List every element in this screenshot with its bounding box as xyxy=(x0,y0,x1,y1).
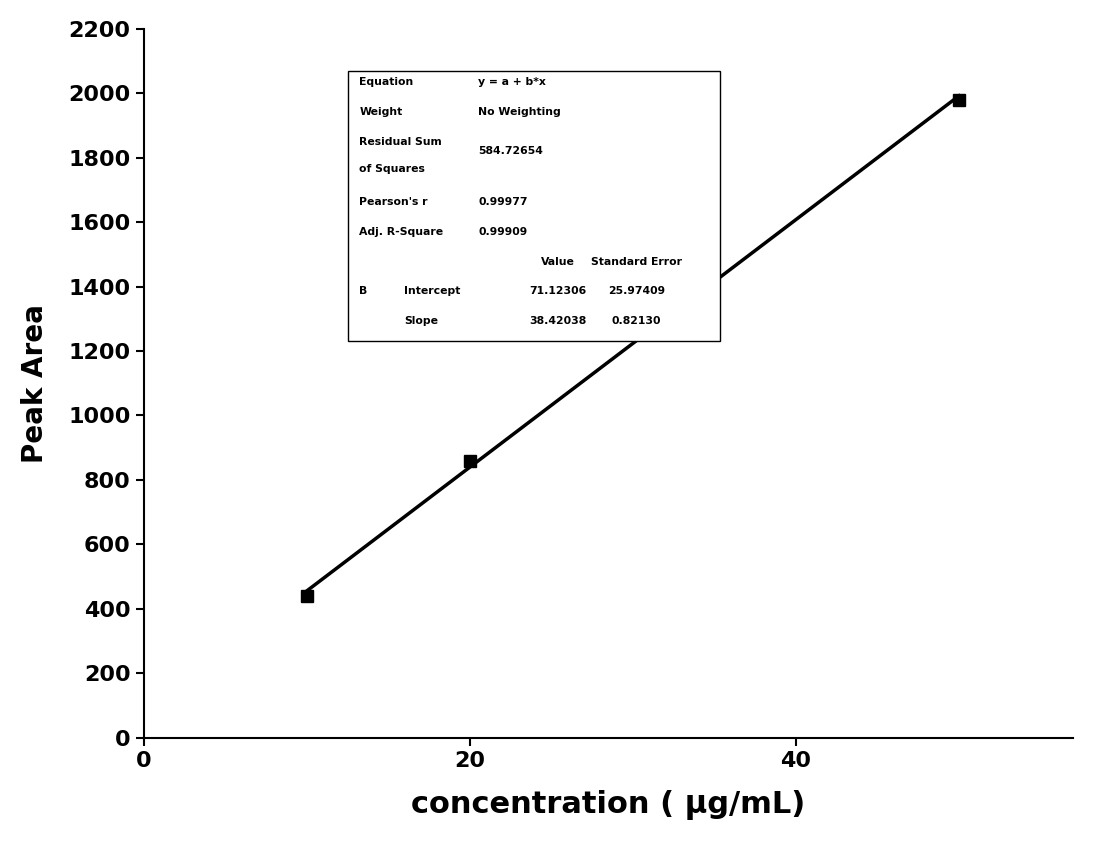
Text: Intercept: Intercept xyxy=(404,287,461,297)
Text: Value: Value xyxy=(540,257,574,267)
Text: Adj. R-Square: Adj. R-Square xyxy=(360,226,443,236)
Text: 38.42038: 38.42038 xyxy=(528,316,586,326)
Text: 0.99977: 0.99977 xyxy=(478,197,528,207)
FancyBboxPatch shape xyxy=(348,71,720,341)
Text: 0.82130: 0.82130 xyxy=(612,316,661,326)
Text: y = a + b*x: y = a + b*x xyxy=(478,77,546,87)
Text: of Squares: of Squares xyxy=(360,164,426,174)
Text: Slope: Slope xyxy=(404,316,438,326)
Text: Residual Sum: Residual Sum xyxy=(360,137,442,147)
Text: 71.12306: 71.12306 xyxy=(528,287,586,297)
Text: B: B xyxy=(360,287,368,297)
Text: Equation: Equation xyxy=(360,77,414,87)
X-axis label: concentration ( μg/mL): concentration ( μg/mL) xyxy=(411,791,805,820)
Text: No Weighting: No Weighting xyxy=(478,107,561,117)
Text: Weight: Weight xyxy=(360,107,403,117)
Text: 0.99909: 0.99909 xyxy=(478,226,527,236)
Y-axis label: Peak Area: Peak Area xyxy=(21,304,49,463)
Text: 25.97409: 25.97409 xyxy=(608,287,665,297)
Text: Standard Error: Standard Error xyxy=(591,257,682,267)
Text: 584.72654: 584.72654 xyxy=(478,145,544,156)
Text: Pearson's r: Pearson's r xyxy=(360,197,428,207)
